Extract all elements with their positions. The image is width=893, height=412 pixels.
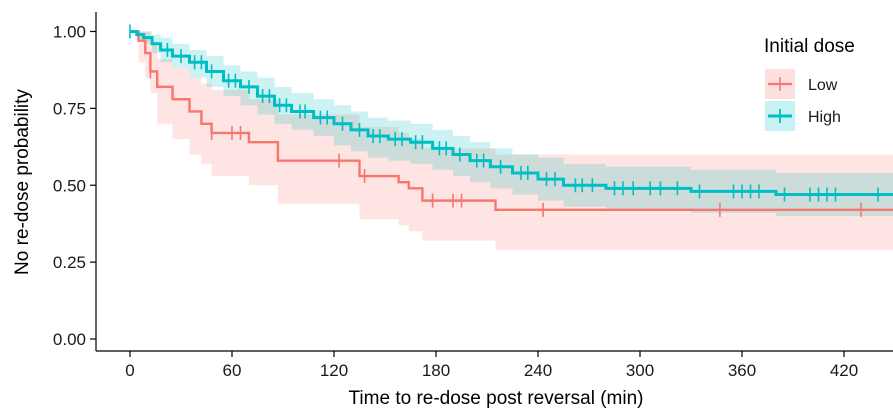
x-tick-label: 360	[728, 361, 756, 380]
y-tick-label: 0.75	[53, 99, 86, 118]
x-tick-label: 420	[830, 361, 858, 380]
legend: Initial dose Low High	[764, 36, 855, 131]
y-tick-label: 0.00	[53, 330, 86, 349]
y-ticks: 0.00 0.25 0.50 0.75 1.00	[53, 23, 96, 349]
x-tick-label: 180	[422, 361, 450, 380]
x-tick-label: 120	[320, 361, 348, 380]
x-tick-label: 0	[125, 361, 134, 380]
y-tick-label: 0.50	[53, 176, 86, 195]
axes	[95, 12, 893, 352]
censor-marks-high	[129, 24, 879, 202]
confidence-band-low	[130, 31, 893, 250]
legend-label-high: High	[808, 109, 841, 126]
censor-marks-low	[149, 64, 862, 217]
x-tick-label: 240	[524, 361, 552, 380]
plot-area	[129, 24, 893, 250]
x-ticks: 0 60 120 180 240 300 360 420	[125, 351, 858, 380]
x-tick-label: 60	[223, 361, 242, 380]
confidence-band-high	[130, 31, 893, 216]
legend-label-low: Low	[808, 77, 838, 94]
x-tick-label: 300	[626, 361, 654, 380]
legend-title: Initial dose	[764, 36, 855, 57]
x-axis-title: Time to re-dose post reversal (min)	[349, 388, 644, 409]
y-axis-title: No re-dose probability	[12, 89, 33, 275]
y-tick-label: 0.25	[53, 253, 86, 272]
y-tick-label: 1.00	[53, 23, 86, 42]
